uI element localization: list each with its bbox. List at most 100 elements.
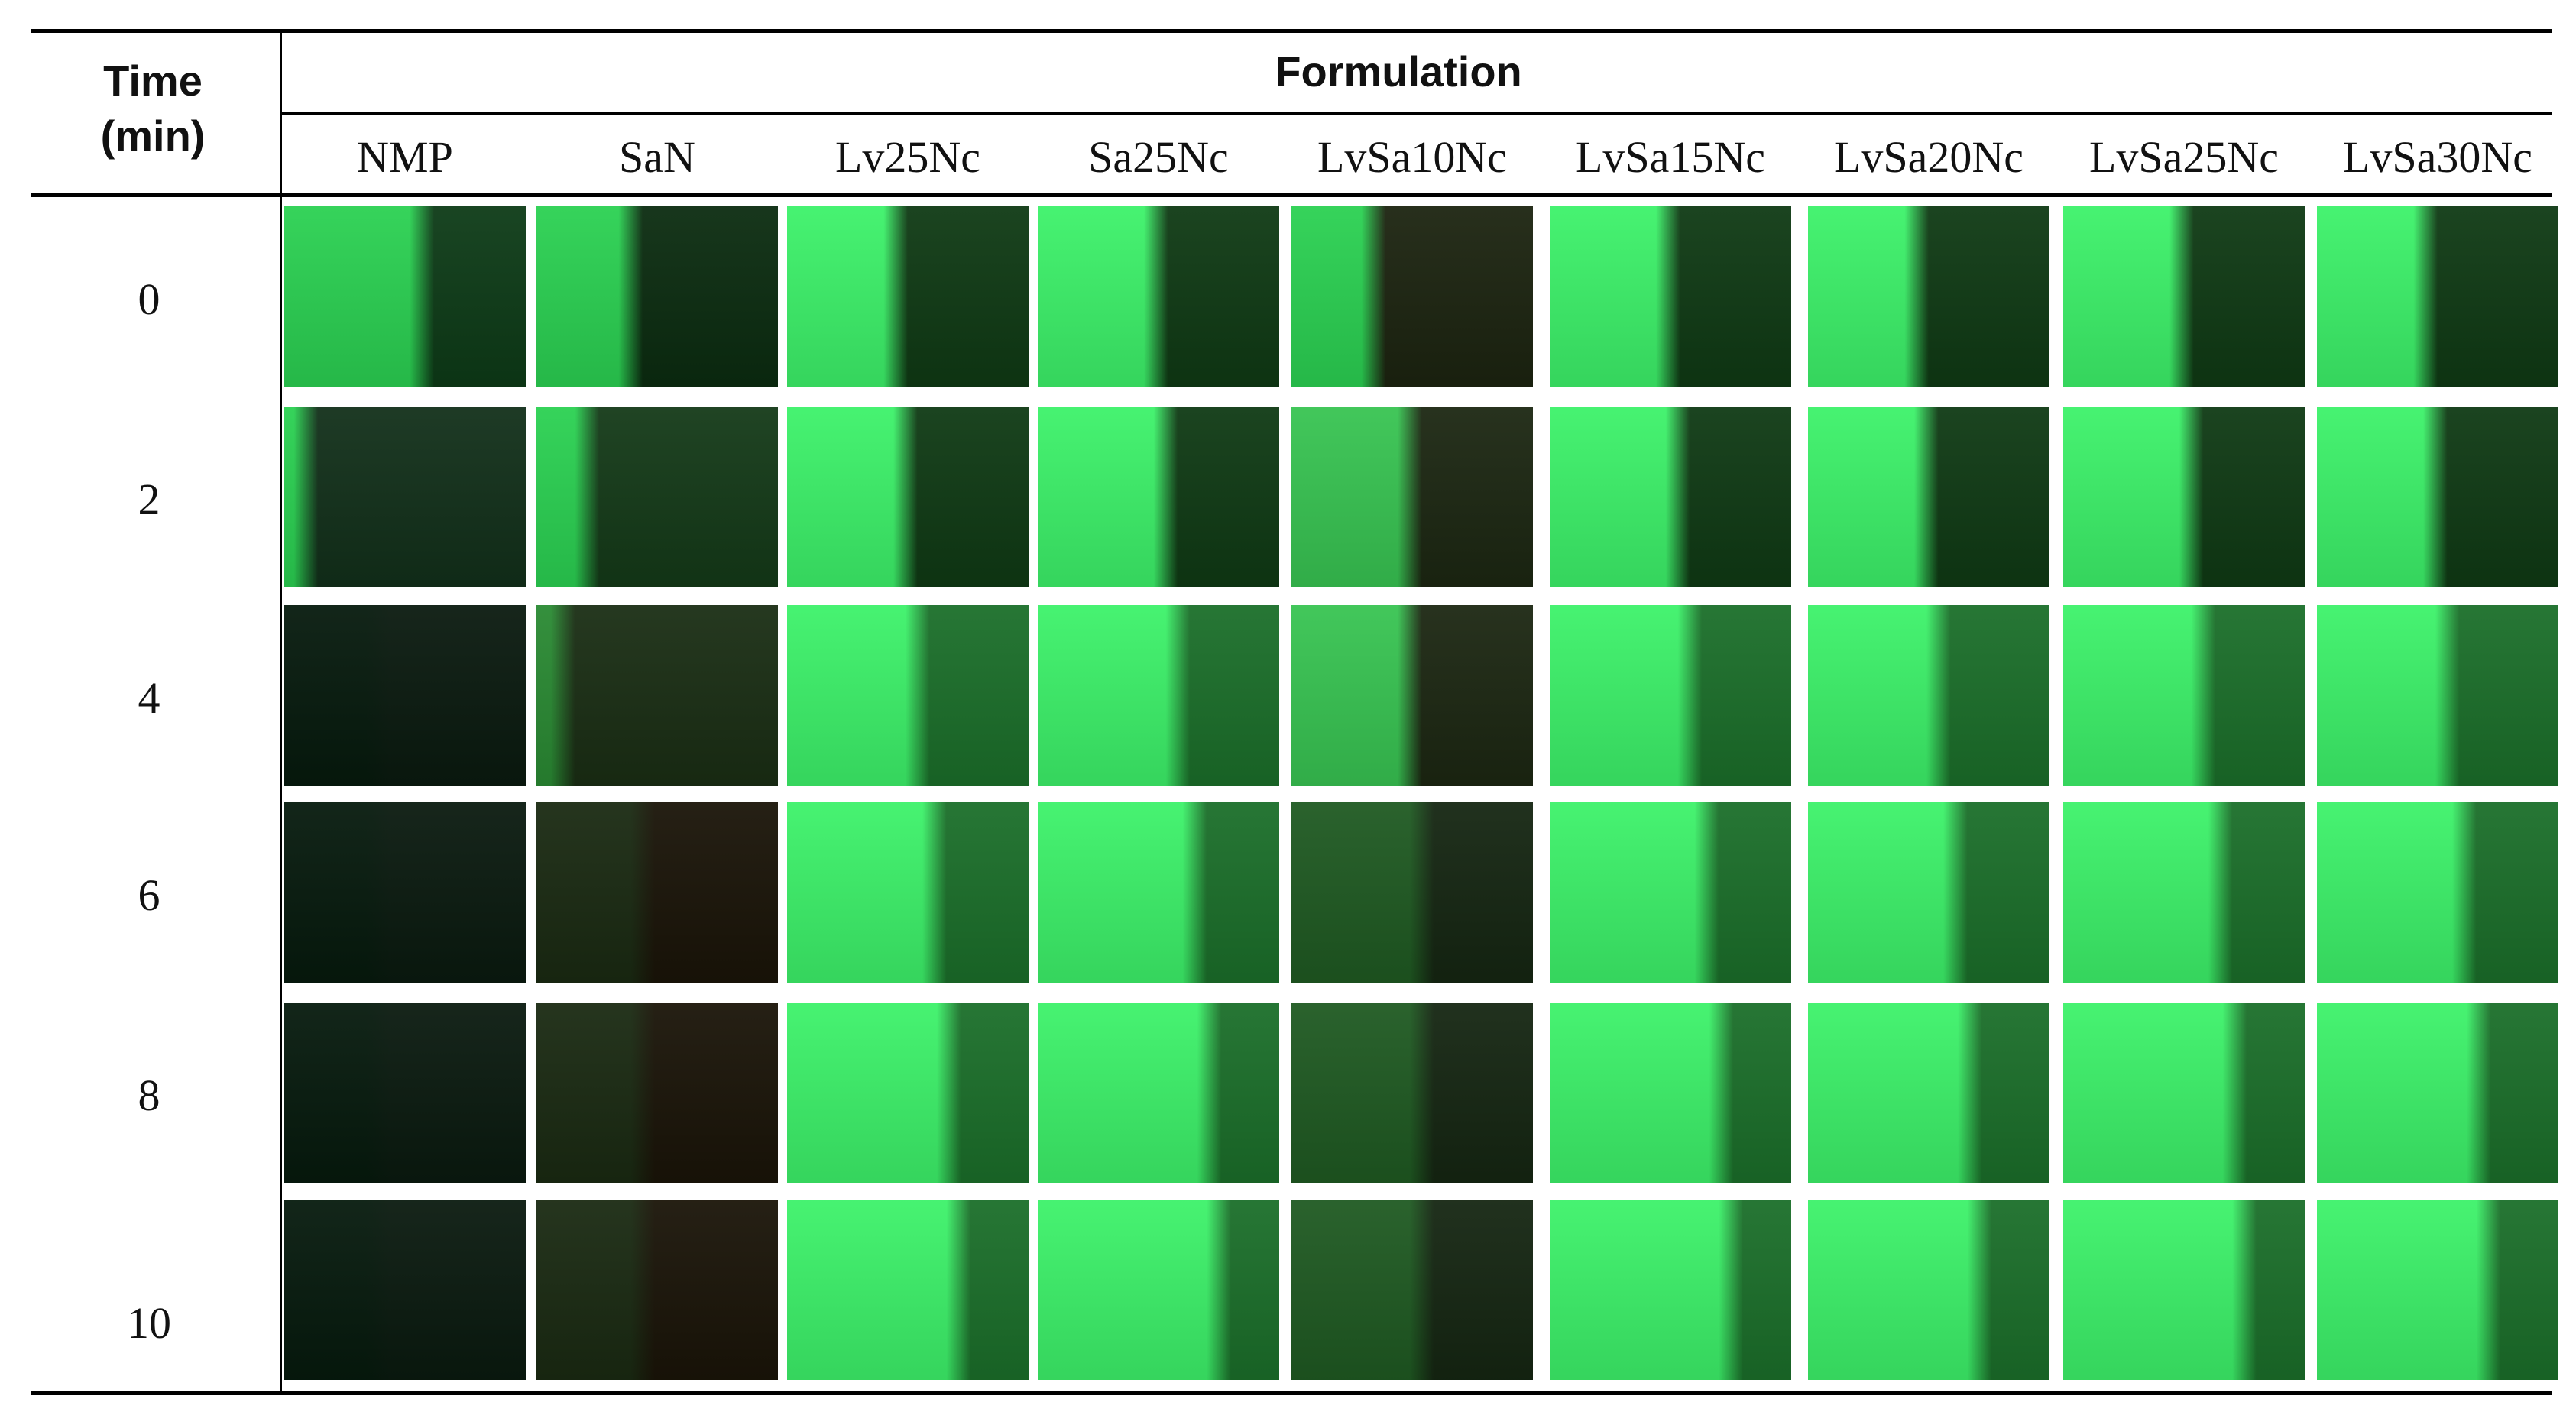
- micrograph-shading: [284, 206, 526, 387]
- micrograph-shading: [536, 802, 778, 983]
- formulation-underline: [281, 112, 2552, 115]
- micrograph-shading: [284, 605, 526, 786]
- time-header-line-1: Time: [103, 57, 203, 105]
- micrograph-nmp-t8: [284, 1003, 526, 1183]
- micrograph-shading: [1550, 1003, 1791, 1183]
- micrograph-lvsa15nc-t0: [1550, 206, 1791, 387]
- micrograph-shading: [1291, 1003, 1533, 1183]
- micrograph-lvsa15nc-t4: [1550, 605, 1791, 786]
- time-column-header: Time (min): [46, 53, 260, 164]
- micrograph-nmp-t2: [284, 407, 526, 587]
- time-header-line-2: (min): [100, 112, 206, 160]
- micrograph-shading: [2317, 1200, 2558, 1380]
- micrograph-lvsa20nc-t8: [1808, 1003, 2049, 1183]
- micrograph-shading: [536, 1003, 778, 1183]
- micrograph-shading: [284, 802, 526, 983]
- micrograph-lvsa10nc-t10: [1291, 1200, 1533, 1380]
- micrograph-nmp-t0: [284, 206, 526, 387]
- micrograph-shading: [2063, 1200, 2305, 1380]
- micrograph-lvsa15nc-t10: [1550, 1200, 1791, 1380]
- micrograph-lvsa25nc-t0: [2063, 206, 2305, 387]
- micrograph-san-t2: [536, 407, 778, 587]
- micrograph-lvsa10nc-t2: [1291, 407, 1533, 587]
- micrograph-shading: [787, 802, 1029, 983]
- micrograph-lvsa30nc-t6: [2317, 802, 2558, 983]
- micrograph-san-t8: [536, 1003, 778, 1183]
- micrograph-shading: [1808, 206, 2049, 387]
- micrograph-shading: [1038, 605, 1279, 786]
- micrograph-shading: [1291, 802, 1533, 983]
- row-label-10-min: 10: [127, 1298, 171, 1348]
- column-label-san: SaN: [619, 132, 695, 182]
- micrograph-san-t4: [536, 605, 778, 786]
- micrograph-lvsa30nc-t10: [2317, 1200, 2558, 1380]
- micrograph-shading: [2063, 605, 2305, 786]
- micrograph-shading: [1808, 802, 2049, 983]
- micrograph-lvsa15nc-t2: [1550, 407, 1791, 587]
- micrograph-shading: [2063, 1003, 2305, 1183]
- micrograph-sa25nc-t0: [1038, 206, 1279, 387]
- micrograph-shading: [1550, 407, 1791, 587]
- micrograph-shading: [1808, 1200, 2049, 1380]
- micrograph-lv25nc-t10: [787, 1200, 1029, 1380]
- micrograph-shading: [284, 1003, 526, 1183]
- micrograph-shading: [1038, 206, 1279, 387]
- micrograph-lvsa25nc-t10: [2063, 1200, 2305, 1380]
- micrograph-shading: [787, 1200, 1029, 1380]
- micrograph-lvsa25nc-t4: [2063, 605, 2305, 786]
- micrograph-lv25nc-t0: [787, 206, 1029, 387]
- micrograph-shading: [2317, 605, 2558, 786]
- micrograph-shading: [284, 1200, 526, 1380]
- micrograph-lvsa20nc-t10: [1808, 1200, 2049, 1380]
- micrograph-lv25nc-t8: [787, 1003, 1029, 1183]
- row-label-8-min: 8: [138, 1071, 160, 1120]
- table-top-rule: [31, 29, 2552, 33]
- micrograph-shading: [1808, 1003, 2049, 1183]
- micrograph-shading: [1291, 605, 1533, 786]
- micrograph-lvsa10nc-t4: [1291, 605, 1533, 786]
- micrograph-lvsa30nc-t4: [2317, 605, 2558, 786]
- column-label-sa25nc: Sa25Nc: [1088, 132, 1229, 182]
- header-bottom-rule: [31, 193, 2552, 197]
- micrograph-lvsa10nc-t6: [1291, 802, 1533, 983]
- micrograph-shading: [1038, 802, 1279, 983]
- micrograph-lvsa30nc-t8: [2317, 1003, 2558, 1183]
- micrograph-shading: [1808, 407, 2049, 587]
- micrograph-shading: [1550, 605, 1791, 786]
- micrograph-shading: [2063, 407, 2305, 587]
- micrograph-lvsa25nc-t8: [2063, 1003, 2305, 1183]
- column-label-lvsa15nc: LvSa15Nc: [1575, 132, 1766, 182]
- micrograph-san-t0: [536, 206, 778, 387]
- micrograph-lvsa10nc-t8: [1291, 1003, 1533, 1183]
- micrograph-nmp-t4: [284, 605, 526, 786]
- column-label-nmp: NMP: [357, 132, 453, 182]
- micrograph-shading: [1550, 206, 1791, 387]
- micrograph-sa25nc-t6: [1038, 802, 1279, 983]
- micrograph-shading: [1038, 1003, 1279, 1183]
- micrograph-san-t6: [536, 802, 778, 983]
- micrograph-shading: [787, 206, 1029, 387]
- micrograph-lv25nc-t4: [787, 605, 1029, 786]
- micrograph-shading: [284, 407, 526, 587]
- table-bottom-rule: [31, 1391, 2552, 1395]
- micrograph-lvsa20nc-t4: [1808, 605, 2049, 786]
- micrograph-shading: [787, 605, 1029, 786]
- micrograph-shading: [536, 605, 778, 786]
- micrograph-lvsa25nc-t2: [2063, 407, 2305, 587]
- micrograph-shading: [2317, 407, 2558, 587]
- micrograph-sa25nc-t4: [1038, 605, 1279, 786]
- row-label-2-min: 2: [138, 475, 160, 524]
- micrograph-san-t10: [536, 1200, 778, 1380]
- column-label-lvsa25nc: LvSa25Nc: [2088, 132, 2280, 182]
- micrograph-lvsa20nc-t6: [1808, 802, 2049, 983]
- micrograph-shading: [1550, 802, 1791, 983]
- column-label-lv25nc: Lv25Nc: [834, 132, 981, 182]
- row-label-6-min: 6: [138, 870, 160, 920]
- micrograph-lvsa30nc-t2: [2317, 407, 2558, 587]
- micrograph-shading: [536, 206, 778, 387]
- row-label-0-min: 0: [138, 274, 160, 324]
- micrograph-shading: [1550, 1200, 1791, 1380]
- micrograph-shading: [1291, 206, 1533, 387]
- micrograph-sa25nc-t2: [1038, 407, 1279, 587]
- micrograph-sa25nc-t10: [1038, 1200, 1279, 1380]
